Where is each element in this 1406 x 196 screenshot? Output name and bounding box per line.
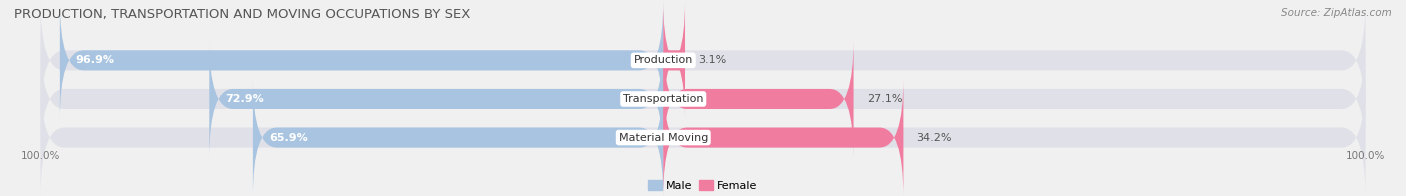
Text: 100.0%: 100.0% — [1346, 151, 1385, 161]
FancyBboxPatch shape — [664, 78, 904, 196]
FancyBboxPatch shape — [41, 78, 1365, 196]
FancyBboxPatch shape — [41, 40, 1365, 158]
Text: 65.9%: 65.9% — [269, 132, 308, 142]
Text: 27.1%: 27.1% — [866, 94, 903, 104]
FancyBboxPatch shape — [60, 1, 664, 120]
Text: 100.0%: 100.0% — [21, 151, 60, 161]
FancyBboxPatch shape — [41, 1, 1365, 120]
FancyBboxPatch shape — [253, 78, 664, 196]
Legend: Male, Female: Male, Female — [644, 176, 762, 195]
Text: Transportation: Transportation — [623, 94, 703, 104]
Text: 96.9%: 96.9% — [76, 55, 115, 65]
Text: 3.1%: 3.1% — [699, 55, 727, 65]
Text: PRODUCTION, TRANSPORTATION AND MOVING OCCUPATIONS BY SEX: PRODUCTION, TRANSPORTATION AND MOVING OC… — [14, 8, 471, 21]
Text: Material Moving: Material Moving — [619, 132, 709, 142]
Text: Source: ZipAtlas.com: Source: ZipAtlas.com — [1281, 8, 1392, 18]
Text: 34.2%: 34.2% — [917, 132, 952, 142]
FancyBboxPatch shape — [209, 40, 664, 158]
Text: Production: Production — [634, 55, 693, 65]
Text: 72.9%: 72.9% — [225, 94, 264, 104]
FancyBboxPatch shape — [664, 40, 853, 158]
FancyBboxPatch shape — [661, 1, 688, 120]
